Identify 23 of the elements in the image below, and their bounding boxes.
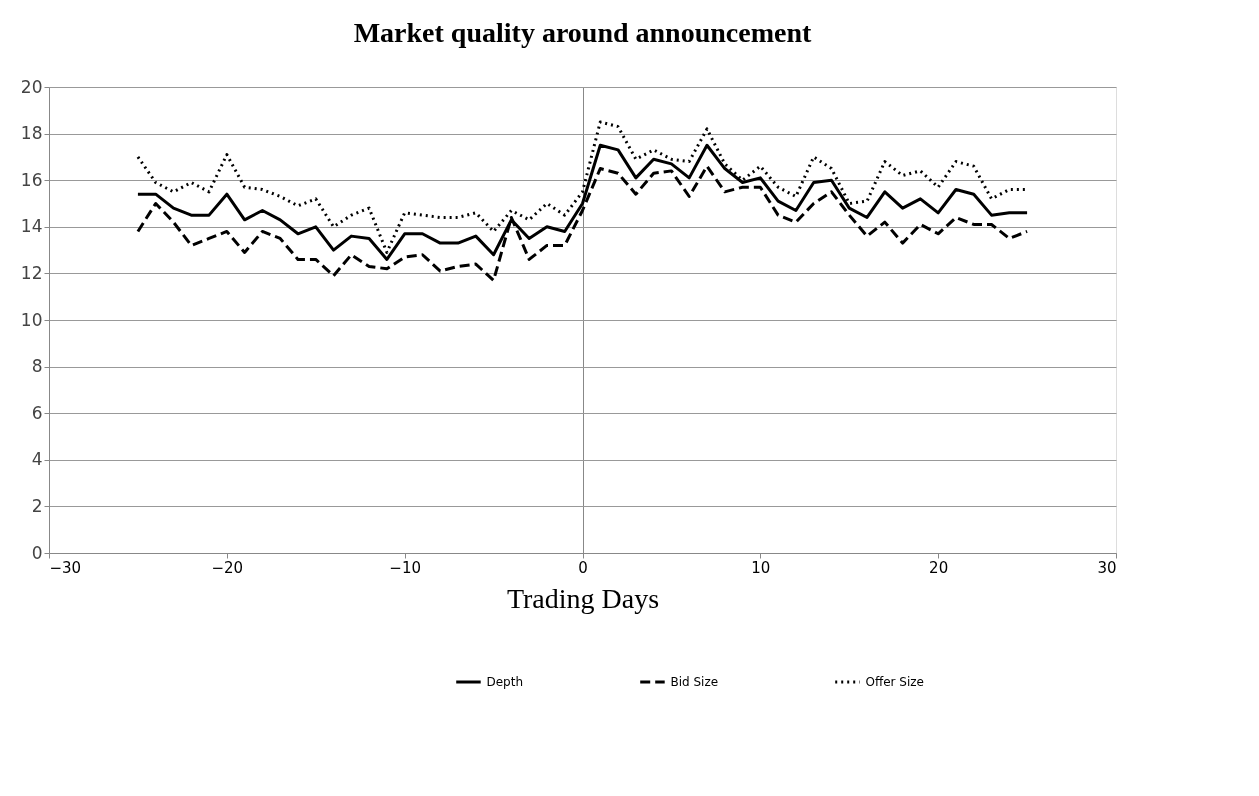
chart-title: Market quality around announcement bbox=[353, 17, 812, 48]
x-axis-title: Trading Days bbox=[506, 582, 660, 614]
x-tick-label: 20 bbox=[929, 558, 949, 577]
legend-label: Offer Size bbox=[865, 675, 924, 689]
legend-label: Depth bbox=[486, 675, 524, 689]
y-tick-label: 2 bbox=[31, 495, 43, 516]
legend-label: Bid Size bbox=[670, 675, 719, 689]
x-tick-label: 30 bbox=[1097, 558, 1117, 577]
y-tick-label: 6 bbox=[31, 402, 43, 423]
y-tick-label: 12 bbox=[20, 262, 43, 283]
x-tick-label: −10 bbox=[389, 558, 421, 577]
y-tick-label: 4 bbox=[31, 449, 43, 470]
y-tick-label: 8 bbox=[31, 356, 43, 377]
y-tick-label: 16 bbox=[20, 169, 43, 190]
y-tick-label: 14 bbox=[20, 216, 43, 237]
y-tick-label: 0 bbox=[31, 542, 43, 563]
x-tick-label: 0 bbox=[578, 558, 588, 577]
y-tick-label: 10 bbox=[20, 309, 43, 330]
x-tick-label: 10 bbox=[751, 558, 771, 577]
x-tick-label: −20 bbox=[211, 558, 244, 577]
x-tick-label: −30 bbox=[49, 558, 82, 577]
y-tick-label: 20 bbox=[20, 76, 43, 97]
y-tick-label: 18 bbox=[20, 123, 43, 144]
